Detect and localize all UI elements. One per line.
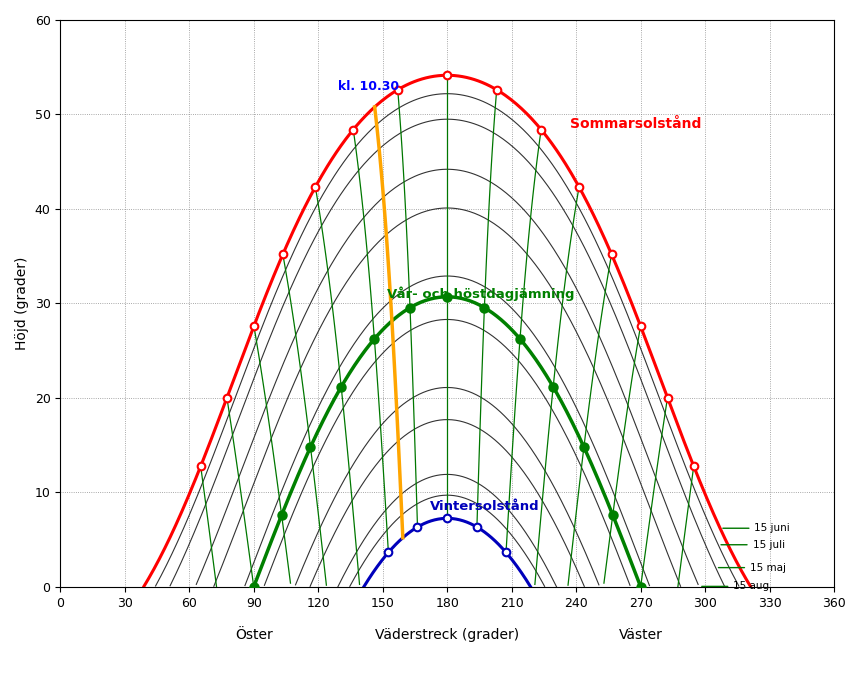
Text: Vår- och höstdagjämning: Vår- och höstdagjämning [387, 287, 574, 301]
Text: kl. 10.30: kl. 10.30 [338, 80, 399, 92]
Text: 15 juni: 15 juni [723, 523, 790, 533]
Text: 15 maj: 15 maj [718, 562, 786, 573]
Text: Sommarsolstånd: Sommarsolstånd [570, 117, 701, 131]
Text: 15 aug: 15 aug [702, 581, 770, 592]
Text: Väderstreck (grader): Väderstreck (grader) [375, 628, 519, 642]
Text: Öster: Öster [235, 628, 273, 642]
Text: Väster: Väster [619, 628, 663, 642]
Y-axis label: Höjd (grader): Höjd (grader) [15, 257, 29, 350]
Text: Vintersolstånd: Vintersolstånd [430, 500, 540, 513]
Text: 15 juli: 15 juli [721, 540, 784, 549]
